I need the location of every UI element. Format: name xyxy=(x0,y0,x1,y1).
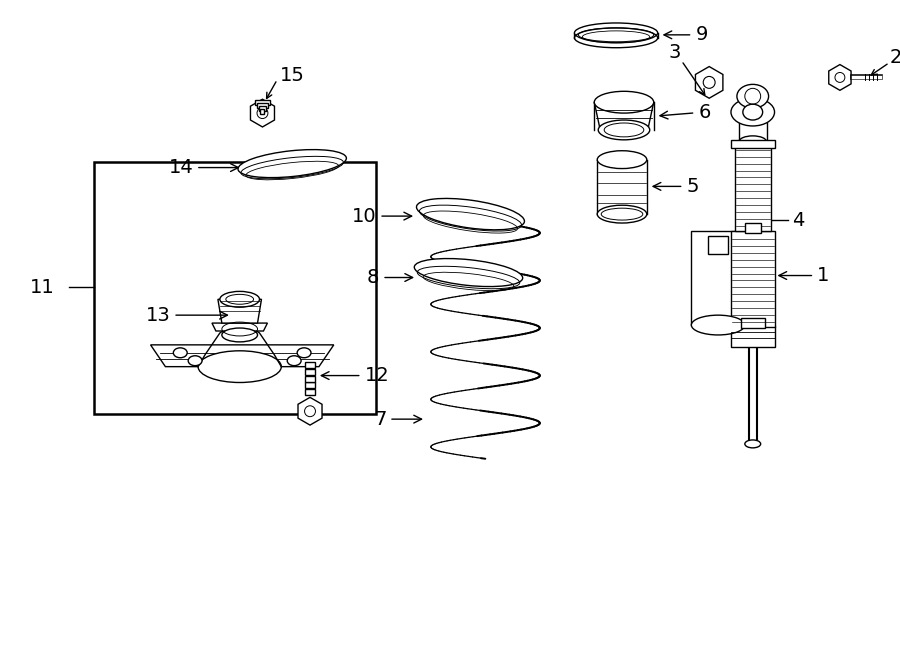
Text: 4: 4 xyxy=(792,211,805,229)
Bar xyxy=(305,383,315,389)
Ellipse shape xyxy=(598,205,647,223)
Ellipse shape xyxy=(745,440,760,448)
Polygon shape xyxy=(696,67,723,98)
Text: 13: 13 xyxy=(146,305,228,325)
Bar xyxy=(255,100,270,105)
Ellipse shape xyxy=(731,98,775,126)
Ellipse shape xyxy=(238,149,346,178)
Text: 7: 7 xyxy=(374,410,421,428)
Ellipse shape xyxy=(287,356,302,366)
Ellipse shape xyxy=(257,108,268,118)
Bar xyxy=(741,318,765,328)
Polygon shape xyxy=(212,323,267,331)
Polygon shape xyxy=(218,299,262,323)
Polygon shape xyxy=(150,345,334,367)
Text: 5: 5 xyxy=(653,177,699,196)
Polygon shape xyxy=(250,99,274,127)
Polygon shape xyxy=(735,144,770,231)
Text: 1: 1 xyxy=(778,266,830,285)
Ellipse shape xyxy=(835,73,845,83)
Bar xyxy=(731,140,775,148)
Ellipse shape xyxy=(739,136,767,148)
Ellipse shape xyxy=(691,315,745,335)
Ellipse shape xyxy=(417,198,525,230)
Text: 2: 2 xyxy=(889,48,900,67)
Text: 6: 6 xyxy=(660,102,711,122)
Bar xyxy=(305,389,315,395)
Bar xyxy=(94,162,376,414)
Ellipse shape xyxy=(598,151,647,169)
Polygon shape xyxy=(298,397,322,425)
Polygon shape xyxy=(829,65,851,91)
Bar xyxy=(731,231,775,327)
Bar xyxy=(305,362,315,368)
Bar xyxy=(739,122,767,142)
Text: 15: 15 xyxy=(280,66,305,85)
Ellipse shape xyxy=(198,351,282,383)
Text: 12: 12 xyxy=(321,366,389,385)
Bar xyxy=(731,326,775,347)
Ellipse shape xyxy=(598,120,650,140)
Ellipse shape xyxy=(174,348,187,358)
Text: 8: 8 xyxy=(367,268,413,287)
Ellipse shape xyxy=(737,85,769,108)
Bar xyxy=(260,109,265,114)
Ellipse shape xyxy=(414,258,523,287)
Bar xyxy=(691,231,746,325)
Ellipse shape xyxy=(742,104,762,120)
Ellipse shape xyxy=(594,91,653,113)
Ellipse shape xyxy=(297,348,311,358)
Bar xyxy=(256,103,268,108)
Text: 10: 10 xyxy=(352,207,411,225)
Text: 11: 11 xyxy=(30,278,55,297)
Bar xyxy=(305,375,315,381)
Ellipse shape xyxy=(188,356,202,366)
Text: 9: 9 xyxy=(664,25,707,44)
Bar xyxy=(708,236,728,254)
Bar xyxy=(305,369,315,375)
Bar xyxy=(258,106,266,111)
Ellipse shape xyxy=(574,23,658,43)
Ellipse shape xyxy=(222,328,257,342)
Text: 14: 14 xyxy=(168,158,239,177)
Ellipse shape xyxy=(220,292,259,307)
Ellipse shape xyxy=(304,406,316,416)
Text: 3: 3 xyxy=(669,43,680,62)
Ellipse shape xyxy=(703,77,716,89)
Bar xyxy=(745,223,760,233)
Polygon shape xyxy=(594,102,653,130)
